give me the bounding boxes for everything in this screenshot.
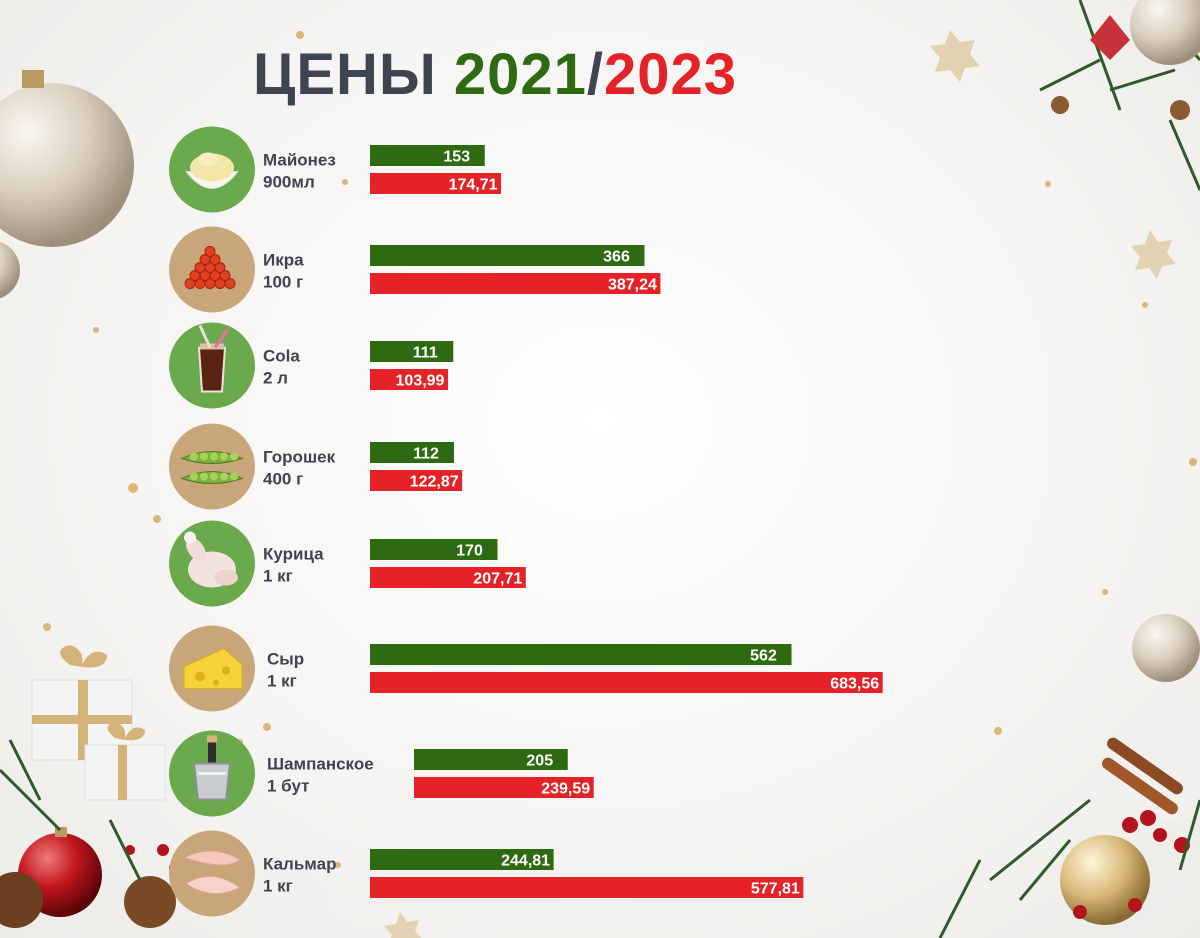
bar-2023 [370,672,883,693]
chart-row: Кальмар 1 кг 244,81 577,81 [169,830,804,917]
bar-2023 [370,567,526,588]
category-label: Курица [263,545,324,564]
chart-row: Шампанское 1 бут 205 239,59 [169,730,594,817]
bar-2021 [370,644,792,665]
bar-value-label: 122,87 [410,474,459,491]
bar-2023 [370,173,502,194]
category-unit-label: 2 л [263,369,288,388]
bar-value-label: 366 [603,249,630,266]
mayonnaise-bowl-icon [169,126,255,213]
bar-2021 [370,341,454,362]
red-caviar-icon [169,226,255,313]
bar-value-label: 562 [750,648,777,665]
bar-value-label: 103,99 [396,373,445,390]
bar-2023 [370,877,804,898]
bar-2021 [370,145,485,166]
category-unit-label: 400 г [263,470,303,489]
category-unit-label: 1 бут [267,777,309,796]
bar-value-label: 244,81 [501,853,550,870]
category-label: Икра [263,251,304,270]
champagne-bucket-icon [169,730,255,817]
category-unit-label: 1 кг [263,567,293,586]
chart-row: Горошек 400 г 112 122,87 [169,423,463,510]
category-unit-label: 900мл [263,173,315,192]
chart-row: Курица 1 кг 170 207,71 [169,520,526,607]
cola-glass-icon [169,322,255,409]
title-year-2021: 2021 [453,42,587,107]
bar-2023 [370,273,661,294]
cheese-icon [169,625,255,712]
title-year-2023: 2023 [604,42,738,107]
bar-2023 [370,369,448,390]
category-label: Сыр [267,650,304,669]
bar-value-label: 111 [413,345,438,362]
bar-2023 [370,470,463,491]
category-unit-label: 1 кг [263,877,293,896]
bar-value-label: 205 [526,753,553,770]
bar-2021 [370,539,498,560]
category-label: Горошек [263,448,336,467]
category-label: Майонез [263,151,336,170]
page-title: ЦЕНЫ 2021/2023 [253,40,737,110]
bar-value-label: 112 [413,446,439,463]
bar-value-label: 174,71 [449,177,498,194]
chart-row: Сыр 1 кг 562 683,56 [169,625,883,712]
bar-2021 [370,245,645,266]
chart-row: Майонез 900мл 153 174,71 [169,126,502,213]
bar-2021 [370,849,554,870]
title-separator: / [586,42,604,107]
green-peas-icon [169,423,255,510]
chart-row: Икра 100 г 366 387,24 [169,226,661,313]
bar-value-label: 239,59 [541,781,590,798]
bar-value-label: 207,71 [473,571,522,588]
squid-icon [169,830,255,917]
bar-value-label: 153 [443,149,470,166]
category-unit-label: 1 кг [267,672,297,691]
bar-value-label: 577,81 [751,881,800,898]
title-word: ЦЕНЫ [253,42,454,107]
bar-2023 [414,777,594,798]
chicken-icon [169,520,255,607]
category-label: Cola [263,347,300,366]
category-label: Кальмар [263,855,336,874]
bar-2021 [414,749,568,770]
chart-row: Cola 2 л 111 103,99 [169,322,454,409]
bar-2021 [370,442,454,463]
bar-value-label: 387,24 [608,277,657,294]
bar-value-label: 683,56 [830,676,879,693]
bar-value-label: 170 [456,543,483,560]
category-label: Шампанское [267,755,374,774]
category-unit-label: 100 г [263,273,303,292]
